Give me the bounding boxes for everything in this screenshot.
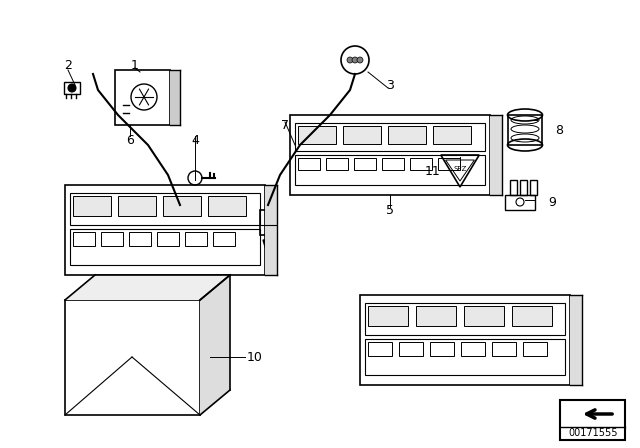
Polygon shape — [265, 185, 277, 275]
Bar — [508, 115, 542, 145]
Bar — [70, 229, 260, 265]
Text: 1: 1 — [131, 59, 139, 72]
Bar — [510, 180, 517, 195]
Bar — [382, 158, 404, 170]
Bar — [430, 342, 454, 356]
Bar — [295, 155, 485, 185]
Bar — [129, 232, 151, 246]
Bar — [461, 342, 485, 356]
Text: 10: 10 — [247, 350, 263, 363]
Bar — [73, 232, 95, 246]
Bar — [115, 70, 170, 125]
Text: SPZ: SPZ — [453, 166, 467, 172]
Bar — [438, 158, 460, 170]
Bar — [410, 158, 432, 170]
Bar — [365, 339, 565, 375]
Polygon shape — [200, 275, 230, 415]
Text: 8: 8 — [555, 124, 563, 137]
Bar — [368, 342, 392, 356]
Bar — [295, 123, 485, 151]
Polygon shape — [490, 115, 502, 195]
Bar — [101, 232, 123, 246]
Bar — [65, 185, 265, 275]
Bar — [73, 196, 111, 216]
Bar — [343, 126, 381, 144]
Bar — [298, 158, 320, 170]
Bar — [64, 82, 80, 94]
Polygon shape — [65, 275, 230, 300]
Bar — [464, 306, 504, 326]
Bar — [208, 196, 246, 216]
Bar — [360, 295, 570, 385]
Polygon shape — [570, 295, 582, 385]
Bar — [118, 196, 156, 216]
Bar — [354, 158, 376, 170]
Bar — [433, 126, 471, 144]
Text: 2: 2 — [64, 59, 72, 72]
Text: 9: 9 — [548, 195, 556, 208]
Bar — [368, 306, 408, 326]
Bar — [213, 232, 235, 246]
Bar — [492, 342, 516, 356]
Text: 3: 3 — [386, 78, 394, 91]
Bar — [560, 400, 625, 440]
Text: 6: 6 — [126, 134, 134, 146]
Bar — [365, 303, 565, 335]
Bar — [530, 180, 537, 195]
Bar — [388, 126, 426, 144]
Text: 11: 11 — [424, 164, 440, 177]
Polygon shape — [263, 240, 273, 250]
Bar — [70, 193, 260, 225]
Bar — [399, 342, 423, 356]
Circle shape — [352, 57, 358, 63]
Bar — [65, 300, 200, 415]
Text: 5: 5 — [386, 203, 394, 216]
Bar — [298, 126, 336, 144]
Polygon shape — [170, 70, 180, 125]
Circle shape — [357, 57, 363, 63]
Bar — [512, 306, 552, 326]
Text: 00171555: 00171555 — [568, 428, 618, 438]
Bar — [163, 196, 201, 216]
Circle shape — [68, 84, 76, 92]
Bar — [416, 306, 456, 326]
Bar — [157, 232, 179, 246]
Circle shape — [347, 57, 353, 63]
Text: 4: 4 — [191, 134, 199, 146]
Bar — [260, 210, 276, 235]
Bar — [185, 232, 207, 246]
Text: 7: 7 — [281, 119, 289, 132]
Bar — [326, 158, 348, 170]
Bar — [505, 195, 535, 210]
Bar — [523, 342, 547, 356]
Bar — [290, 115, 490, 195]
Bar — [520, 180, 527, 195]
